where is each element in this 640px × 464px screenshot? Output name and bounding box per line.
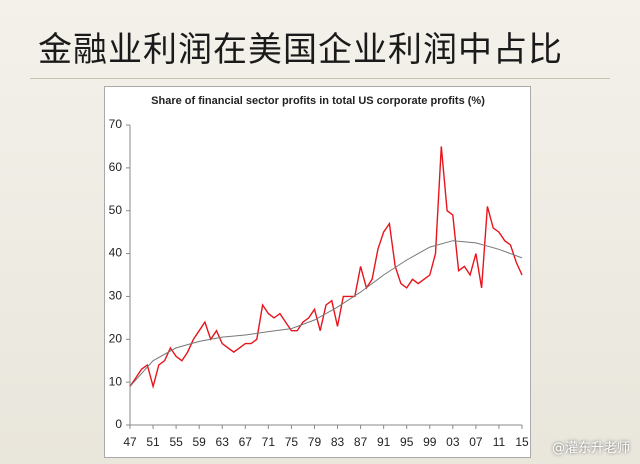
y-tick-label: 0 (115, 417, 122, 431)
x-tick-label: 71 (262, 435, 276, 449)
divider (30, 78, 610, 79)
y-tick-label: 40 (109, 246, 123, 260)
x-tick-label: 87 (354, 435, 368, 449)
x-tick-label: 03 (446, 435, 460, 449)
x-tick-label: 75 (285, 435, 299, 449)
x-tick-label: 99 (423, 435, 437, 449)
y-tick-label: 20 (109, 331, 123, 345)
x-tick-label: 11 (493, 435, 506, 449)
chart-title: Share of financial sector profits in tot… (151, 95, 485, 107)
y-tick-label: 70 (109, 117, 123, 131)
y-tick-label: 30 (109, 289, 123, 303)
x-tick-label: 15 (515, 435, 529, 449)
y-tick-label: 10 (109, 374, 123, 388)
watermark: @灌东升老师 (551, 441, 630, 456)
slide-title: 金融业利润在美国企业利润中占比 (38, 30, 563, 70)
data-line (129, 146, 523, 390)
x-tick-label: 59 (192, 435, 206, 449)
x-tick-label: 83 (331, 435, 345, 449)
y-tick-label: 60 (109, 160, 123, 174)
x-tick-label: 07 (469, 435, 483, 449)
x-tick-label: 79 (308, 435, 322, 449)
chart-panel (104, 86, 531, 458)
data-line (129, 240, 523, 387)
x-tick-label: 63 (216, 435, 230, 449)
x-tick-label: 91 (377, 435, 391, 449)
y-tick-label: 50 (109, 203, 123, 217)
x-tick-label: 55 (169, 435, 183, 449)
x-tick-label: 51 (146, 435, 160, 449)
x-tick-label: 47 (123, 435, 137, 449)
x-tick-label: 67 (239, 435, 253, 449)
x-tick-label: 95 (400, 435, 414, 449)
